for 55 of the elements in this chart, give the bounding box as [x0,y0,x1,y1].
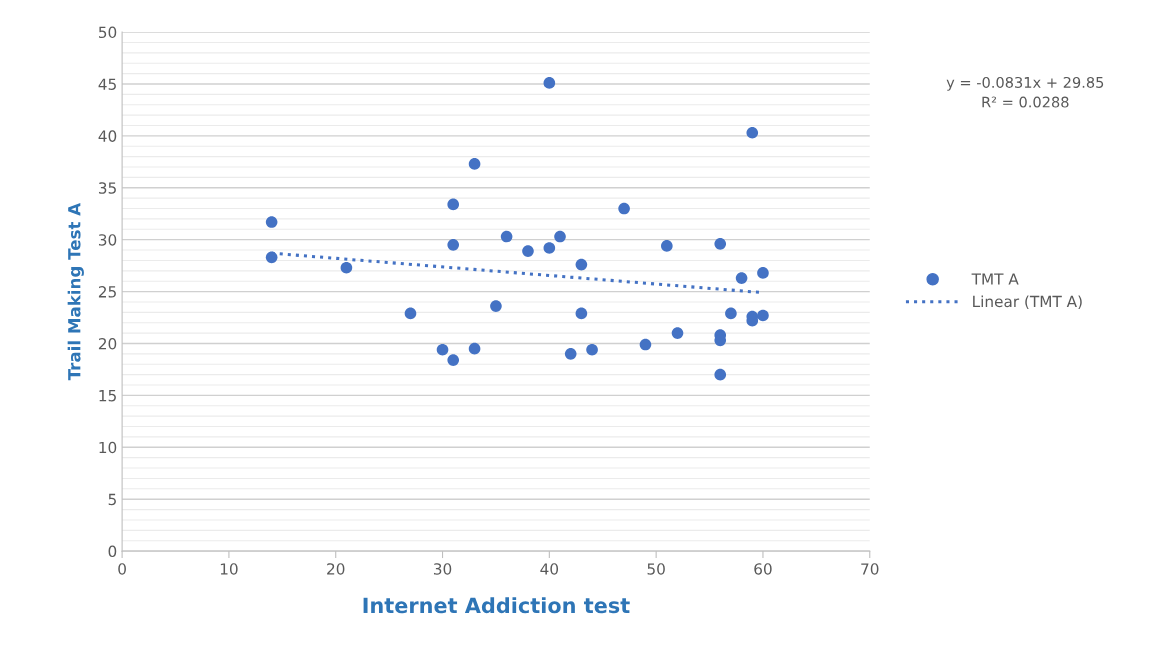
point [500,230,513,243]
y-tick-label: 20 [98,337,117,350]
y-tick-label: 15 [99,390,116,402]
point [564,348,577,360]
point [586,343,598,356]
text: y = -0.0831x + 29.85 R² = 0.0288 [946,76,1104,108]
y-tick-label: 25 [98,286,116,298]
point [746,126,759,139]
point [490,300,502,312]
point [447,198,460,211]
legend-label: TMT A [971,273,1019,285]
point [714,238,727,250]
point [575,258,588,271]
x-tick-label: 40 [540,563,559,575]
point [575,307,588,320]
point [639,338,652,351]
point [661,240,673,252]
point [543,242,556,254]
y-tick-label: 40 [98,130,117,142]
y-tick-label: 5 [108,493,116,506]
point [404,307,417,320]
point [468,342,481,355]
point [468,158,481,170]
point [340,261,353,274]
y-tick-label: 35 [98,182,116,194]
x-tick-label: 50 [647,563,665,575]
point [618,202,630,215]
x-axis-title: Internet Addiction test [363,597,630,614]
point [554,230,566,243]
point [543,77,556,89]
x-tick-label: 20 [327,563,345,575]
point [436,343,449,356]
point [447,239,460,251]
x-tick-label: 30 [433,563,452,575]
y-tick-label: 50 [98,26,117,39]
point [735,272,748,284]
x-tick-label: 60 [754,563,772,575]
point [447,354,460,366]
x-tick-label: 70 [861,563,879,575]
point [714,368,727,381]
x-tick-label: 10 [220,563,238,575]
point [522,245,534,257]
legend-label: Linear (TMT A) [973,295,1082,310]
point [265,251,278,264]
x-tick-label: 0 [118,563,126,575]
point [725,307,737,320]
point [757,267,769,279]
y-tick-label: 45 [98,78,116,90]
y-tick-label: 10 [99,441,117,454]
y-tick-label: 30 [98,234,117,246]
y-tick-label: 0 [108,545,117,558]
y-axis-title: Trail Making Test A [67,202,84,381]
point [265,216,278,228]
point [671,327,684,339]
point [757,309,769,322]
